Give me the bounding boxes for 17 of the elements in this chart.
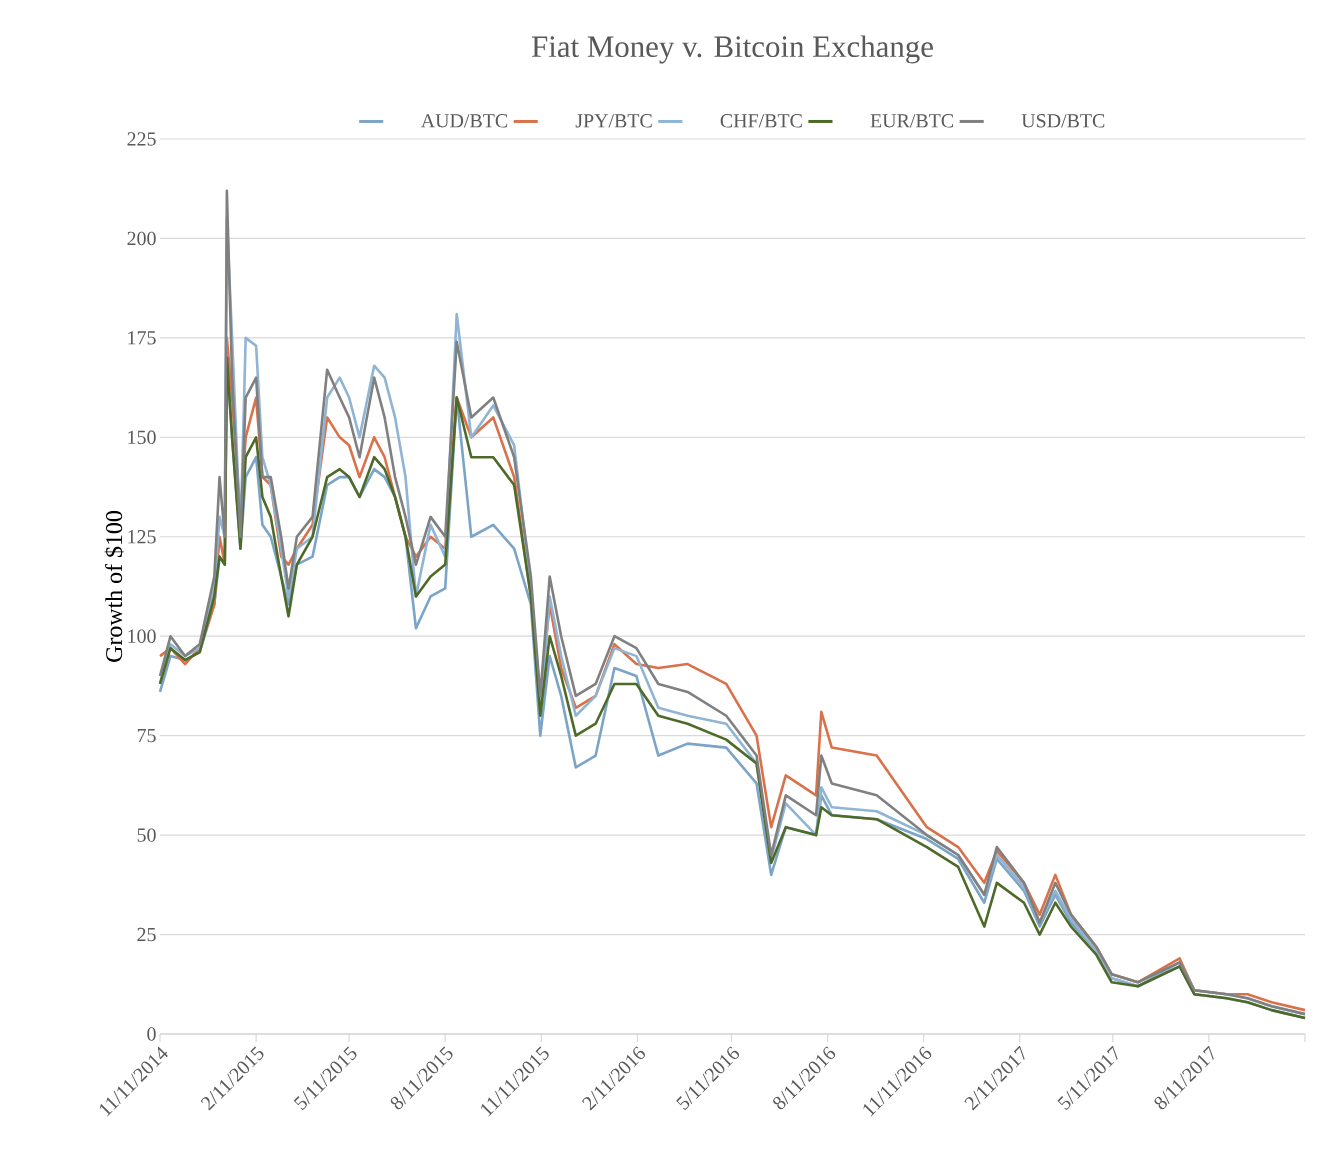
legend-label: JPY/BTC <box>575 114 652 128</box>
y-tick-label: 50 <box>137 828 156 842</box>
y-tick-label: 150 <box>128 430 156 445</box>
y-tick-label: 125 <box>128 530 156 544</box>
legend-label: EUR/BTC <box>870 114 954 128</box>
legend-label: CHF/BTC <box>720 114 802 128</box>
legend-label: AUD/BTC <box>420 114 508 128</box>
y-axis-title: Growth of $100 <box>104 511 124 662</box>
y-tick-label: 0 <box>147 1027 156 1041</box>
y-tick-label: 25 <box>137 927 156 942</box>
y-tick-label: 175 <box>128 331 156 345</box>
legend-label: USD/BTC <box>1021 114 1105 128</box>
y-tick-label: 225 <box>127 132 156 146</box>
y-tick-label: 200 <box>127 231 156 246</box>
y-tick-label: 75 <box>137 729 156 743</box>
y-tick-label: 100 <box>128 629 156 643</box>
chart-title: Fiat Money v. Bitcoin Exchange <box>531 35 933 64</box>
